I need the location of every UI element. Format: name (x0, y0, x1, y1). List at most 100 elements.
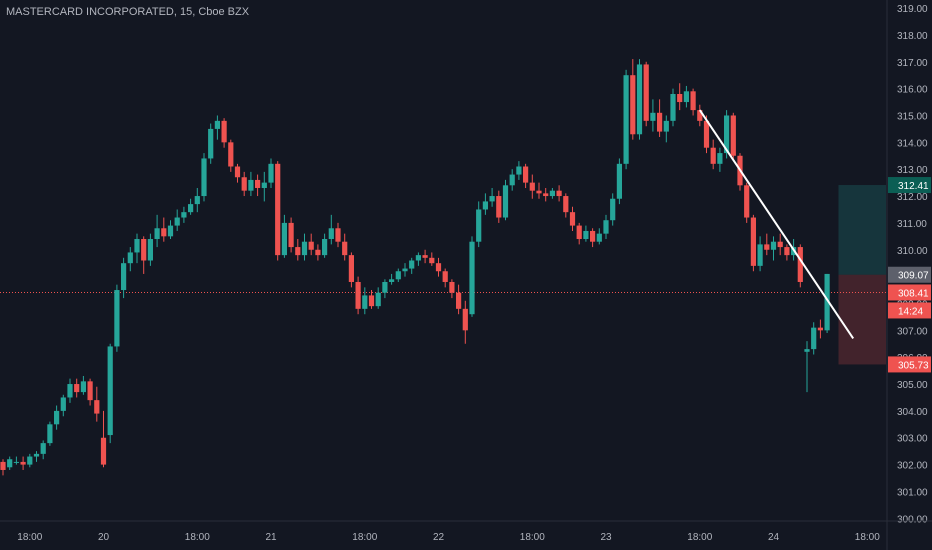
long-position-tool[interactable] (838, 185, 887, 365)
candle-body (80, 381, 86, 393)
candle (301, 233, 308, 261)
candle-body (214, 120, 220, 129)
candle (167, 220, 174, 240)
candle-body (556, 190, 562, 197)
candle (482, 193, 488, 215)
candle (811, 322, 817, 355)
candle-body (188, 204, 194, 213)
candle (147, 233, 153, 266)
profit-zone[interactable] (838, 185, 887, 275)
candle-body (603, 220, 609, 234)
time-tick-label: 23 (600, 532, 612, 543)
candle-body (415, 255, 421, 261)
candle-body (208, 128, 214, 159)
candle-body (576, 225, 582, 240)
candle-body (87, 381, 93, 401)
time-tick-label: 18:00 (185, 532, 210, 543)
trendline[interactable] (698, 109, 855, 339)
candle (543, 187, 549, 202)
candle (415, 252, 421, 266)
candle (80, 375, 86, 395)
candle (616, 158, 622, 205)
time-tick-label: 18:00 (855, 532, 880, 543)
candle (563, 193, 569, 218)
candle-body (114, 290, 120, 347)
candle-body (315, 249, 321, 256)
candle (797, 244, 803, 288)
candle-body (536, 190, 542, 194)
candle-body (697, 110, 703, 121)
candle-body (402, 268, 408, 272)
candle (60, 394, 66, 417)
candle-body (449, 281, 455, 293)
candle-body (442, 271, 448, 282)
candle (750, 214, 756, 272)
candle (489, 187, 495, 207)
candle-body (221, 120, 227, 143)
stop-zone[interactable] (838, 274, 887, 365)
candle (469, 236, 475, 317)
candle-body (663, 120, 669, 132)
candle-body (295, 247, 301, 256)
candle (174, 209, 180, 231)
candle (650, 99, 656, 132)
candle-body (703, 120, 710, 148)
candle-body (348, 255, 354, 282)
candle-body (596, 233, 602, 242)
time-tick-label: 18:00 (352, 532, 377, 543)
candle-body (7, 459, 13, 468)
candle-body (375, 292, 381, 307)
candle-body (610, 198, 616, 221)
candle (308, 233, 314, 256)
candle-body (469, 241, 475, 315)
time-tick-label: 18:00 (17, 532, 42, 543)
candle-body (643, 64, 649, 121)
candle-body (127, 252, 133, 264)
candle (194, 187, 200, 213)
candle (596, 228, 602, 245)
candle (20, 456, 26, 470)
candle (315, 244, 321, 261)
candle-body (234, 166, 241, 178)
candle-body (543, 193, 549, 197)
candle-body (33, 453, 40, 457)
candle-body (764, 244, 770, 250)
time-tick-label: 21 (265, 532, 277, 543)
candle (382, 279, 388, 299)
candle (268, 158, 274, 188)
candle (636, 59, 643, 140)
candle (154, 214, 160, 248)
candle (536, 182, 542, 199)
price-tag-text: 308.41 (898, 288, 929, 299)
candle-body (275, 163, 281, 256)
candle (33, 451, 40, 462)
candle-body (328, 228, 334, 240)
candle-body (677, 93, 683, 103)
price-tick-label: 302.00 (897, 461, 928, 472)
candle (201, 153, 207, 202)
price-tick-label: 313.00 (897, 165, 928, 176)
candle-body (502, 185, 509, 218)
candle (0, 459, 6, 476)
candle (127, 247, 133, 272)
candle (730, 112, 736, 162)
price-tick-label: 314.00 (897, 138, 928, 149)
time-axis[interactable]: 18:00 20 18:00 21 18:00 22 18:00 23 18:00 24 18:00 (0, 520, 932, 543)
price-tick-label: 307.00 (897, 326, 928, 337)
candle-body (147, 239, 153, 261)
target-price-tag: 312.41 (888, 177, 931, 194)
candle-body (462, 308, 468, 331)
candle (87, 378, 93, 406)
candle-body (174, 217, 180, 226)
price-tag-bg (888, 177, 931, 194)
candle-body (636, 64, 643, 135)
candle-body (683, 91, 689, 103)
candle (121, 257, 127, 299)
candle (355, 276, 361, 315)
candle-body (670, 93, 676, 121)
price-tag-bg (888, 302, 931, 319)
candle (817, 319, 823, 339)
candle (322, 233, 328, 258)
candle-body (0, 461, 6, 470)
